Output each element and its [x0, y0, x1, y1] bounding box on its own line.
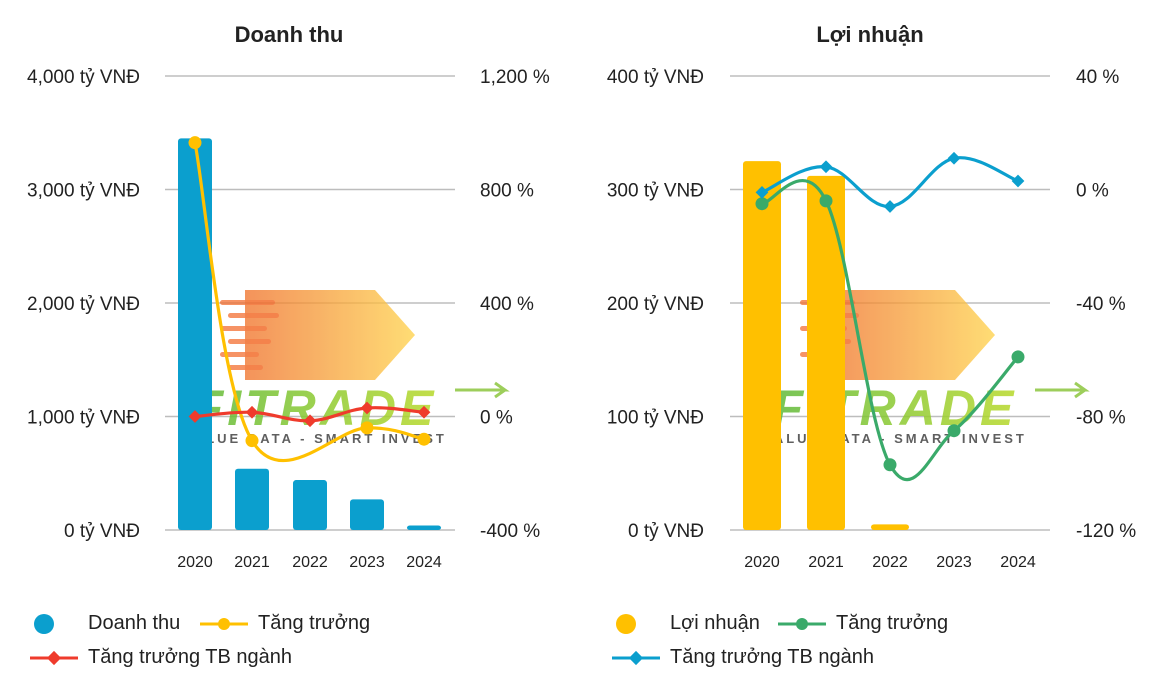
watermark-stripe [220, 326, 267, 331]
legend-label: Doanh thu [88, 612, 181, 634]
legend-swatch-diamond-icon [628, 650, 644, 665]
legend-label: Tăng trưởng TB ngành [670, 646, 875, 668]
profit-line-point-2020 [755, 197, 769, 211]
watermark-tagline: VALUE DATA - SMART INVEST [763, 431, 1027, 446]
legend-item-tang-truong-tb-nganh: Tăng trưởng TB ngành [30, 646, 292, 669]
legend-label: Lợi nhuận [670, 612, 760, 634]
revenue-y-right-tick: 0 % [480, 408, 513, 429]
revenue-x-tick: 2021 [234, 554, 270, 571]
legend-swatch-line-icon [796, 617, 808, 630]
legend-label: Tăng trưởng [836, 612, 949, 634]
profit-x-tick: 2023 [936, 554, 972, 571]
profit-y-left-tick: 300 tỷ VNĐ [607, 181, 704, 202]
revenue-bar-2023 [350, 499, 384, 530]
legend-item-tang-truong-tb-nganh: Tăng trưởng TB ngành [612, 646, 874, 669]
revenue-y-left-tick: 1,000 tỷ VNĐ [27, 408, 140, 429]
revenue-line-point-2023 [360, 421, 374, 435]
legend-item-tang-truong: Tăng trưởng [200, 612, 370, 635]
revenue-line-point-2020 [188, 136, 202, 150]
profit-bar-2021 [807, 175, 845, 530]
revenue-y-right-tick: 800 % [480, 181, 534, 202]
watermark-stripe [220, 300, 275, 305]
profit-y-left-tick: 200 tỷ VNĐ [607, 294, 704, 315]
revenue-y-right-tick: 400 % [480, 294, 534, 315]
profit-bar-2022 [871, 524, 909, 530]
profit-line-point-2024 [1011, 350, 1025, 364]
revenue-line-1 [193, 142, 425, 463]
revenue-bar-2024 [407, 525, 441, 530]
profit-line-point-2022 [883, 458, 897, 472]
profit-line-point-2021 [819, 194, 833, 208]
revenue-bar-2022 [293, 480, 327, 530]
watermark-arrow-icon [455, 381, 510, 399]
profit-y-right-tick: 0 % [1076, 181, 1109, 202]
profit-chart-title: Lợi nhuận [816, 22, 923, 47]
revenue-line-point-2021 [245, 405, 259, 419]
revenue-y-left-tick: 3,000 tỷ VNĐ [27, 181, 140, 202]
watermark-stripe [228, 339, 271, 344]
legend-item-doanh-thu: Doanh thu [30, 612, 180, 635]
watermark-stripe [220, 352, 259, 357]
revenue-line-point-2020 [188, 410, 202, 423]
profit-line-point-2024 [1011, 174, 1025, 188]
profit-y-left-tick: 0 tỷ VNĐ [628, 521, 704, 542]
profit-x-tick: 2020 [744, 554, 780, 571]
legend-swatch-diamond-icon [46, 650, 62, 665]
profit-y-right-tick: -120 % [1076, 521, 1136, 542]
profit-line-point-2021 [819, 160, 833, 174]
revenue-line-point-2024 [417, 405, 431, 419]
revenue-y-right-tick: -400 % [480, 521, 540, 542]
revenue-bar-2020 [178, 138, 212, 531]
watermark-arrow-icon [1035, 381, 1090, 399]
legend-swatch-bar-icon [616, 613, 636, 634]
revenue-y-left-tick: 2,000 tỷ VNĐ [27, 294, 140, 315]
profit-y-right-tick: -40 % [1076, 294, 1126, 315]
legend-label: Tăng trưởng [258, 612, 371, 634]
revenue-line-point-2023 [360, 401, 374, 415]
legend-item-tang-truong: Tăng trưởng [778, 612, 948, 635]
profit-x-tick: 2024 [1000, 554, 1036, 571]
legend-label: Tăng trưởng TB ngành [88, 646, 293, 668]
profit-x-tick: 2021 [808, 554, 844, 571]
legend-swatch-line-icon [218, 617, 230, 630]
profit-y-left-tick: 100 tỷ VNĐ [607, 408, 704, 429]
revenue-chart-title: Doanh thu [235, 22, 344, 47]
profit-line-1 [761, 179, 1020, 482]
revenue-x-tick: 2022 [292, 554, 328, 571]
revenue-y-left-tick: 0 tỷ VNĐ [64, 521, 140, 542]
profit-line-point-2023 [947, 424, 961, 438]
revenue-x-tick: 2020 [177, 554, 213, 571]
profit-y-left-tick: 400 tỷ VNĐ [607, 67, 704, 88]
revenue-line-point-2022 [303, 414, 317, 428]
profit-line-point-2022 [883, 200, 897, 213]
profit-line-point-2023 [947, 151, 961, 165]
revenue-bar-2021 [235, 468, 269, 530]
profit-x-tick: 2022 [872, 554, 908, 571]
watermark-stripe [228, 313, 279, 318]
legend-item-loi-nhuan: Lợi nhuận [612, 612, 760, 635]
revenue-x-tick: 2024 [406, 554, 442, 571]
watermark-arrow-icon [825, 290, 995, 380]
legend-swatch-bar-icon [34, 613, 54, 634]
revenue-line-point-2024 [417, 432, 431, 446]
profit-y-right-tick: 40 % [1076, 67, 1119, 88]
revenue-x-tick: 2023 [349, 554, 385, 571]
revenue-y-left-tick: 4,000 tỷ VNĐ [27, 67, 140, 88]
revenue-y-right-tick: 1,200 % [480, 67, 550, 88]
profit-y-right-tick: -80 % [1076, 408, 1126, 429]
revenue-line-point-2021 [245, 434, 259, 448]
profit-bar-2020 [743, 161, 781, 530]
watermark-stripe [228, 365, 263, 370]
watermark-arrow-icon [245, 290, 415, 380]
